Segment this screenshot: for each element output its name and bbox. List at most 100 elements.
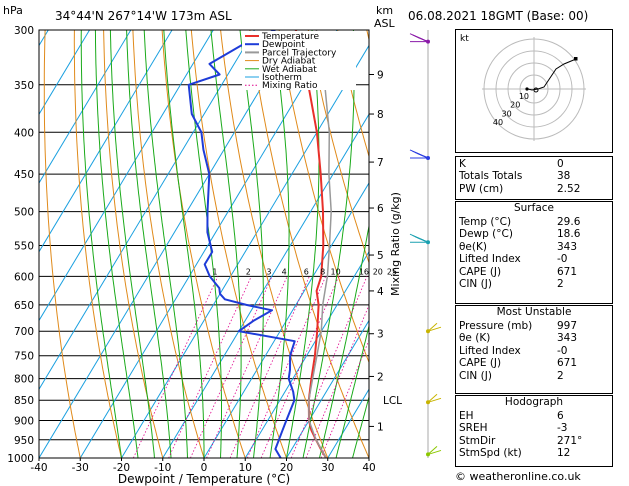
- x-tick-label: 0: [201, 462, 208, 474]
- hodograph-storm-motion: [533, 87, 539, 93]
- x-tick-label: -20: [113, 462, 130, 474]
- plot-frame: [38, 29, 370, 459]
- hodograph-panel: 10 20 30 40 kt: [455, 29, 613, 153]
- datetime-title: 06.08.2021 18GMT (Base: 00): [408, 9, 588, 23]
- wet-adiabat-line: [319, 223, 369, 458]
- pressure-tick-label: 400: [14, 127, 34, 139]
- hodograph-ring-label: 40: [493, 118, 503, 127]
- row-label: EH: [459, 410, 474, 422]
- x-tick-label: -40: [30, 462, 47, 474]
- mixing-ratio-line: [260, 276, 339, 458]
- row-label: Pressure (mb): [459, 320, 533, 332]
- row-value: 0: [557, 158, 564, 170]
- hodograph-title: Hodograph: [504, 396, 564, 408]
- dry-adiabat-line: [307, 30, 369, 265]
- km-tick-label: 2: [377, 371, 384, 383]
- series-dewpoint: [187, 30, 296, 458]
- row-label: Dewp (°C): [459, 228, 513, 241]
- dry-adiabat-line: [43, 30, 81, 458]
- hodograph-kt-label: kt: [460, 34, 469, 44]
- wet-adiabat-line: [269, 30, 290, 458]
- row-value: 671: [557, 357, 578, 370]
- pressure-tick-label: 350: [14, 80, 34, 92]
- mixing-ratio-label: 16: [359, 267, 369, 276]
- table-row: CAPE (J) 671: [456, 266, 612, 278]
- mixing-ratio-line: [246, 276, 327, 458]
- hodograph-ring-label: 10: [519, 92, 529, 101]
- isotherm-line: [39, 30, 173, 253]
- hodograph-end-marker: [574, 57, 578, 61]
- x-tick-label: 40: [362, 462, 375, 474]
- indices-panel: K 0 Totals Totals 38 PW (cm) 2.52: [455, 156, 613, 200]
- surface-title: Surface: [513, 202, 554, 214]
- wind-barb-shaft: [427, 322, 438, 332]
- isotherm-line: [39, 30, 297, 458]
- most-unstable-table: Pressure (mb) 997 θe (K) 343 Lifted Index -0 C…: [456, 320, 612, 383]
- row-label: Lifted Index: [459, 253, 521, 266]
- pressure-tick-label: 600: [14, 271, 34, 283]
- surface-table: Temp (°C) 29.6 Dewp (°C) 18.6 θe(K) 343 Lifted…: [456, 216, 612, 291]
- hodograph-point: [525, 87, 529, 91]
- row-label: Totals Totals: [459, 170, 523, 183]
- wet-adiabat-line: [163, 30, 205, 458]
- wet-adiabat-line: [239, 30, 264, 458]
- x-tick-label: 30: [321, 462, 334, 474]
- mixing-ratio-label: 10: [331, 267, 341, 276]
- km-tick-label: 3: [377, 329, 384, 341]
- chart-axes: 3003504004505005506006507007508008509009…: [7, 25, 402, 474]
- mixing-ratio-label: 8: [320, 267, 325, 276]
- row-value: 343: [557, 332, 578, 345]
- row-label: StmDir: [459, 434, 496, 447]
- row-value: 18.6: [557, 228, 581, 241]
- lcl-label: LCL: [383, 395, 402, 407]
- isotherm-line: [121, 44, 369, 458]
- mixing-ratio-line: [320, 339, 369, 458]
- km-label: km: [376, 4, 393, 17]
- mixing-ratio-line: [229, 276, 310, 458]
- dry-adiabat-line: [103, 30, 164, 458]
- isotherm-line: [162, 113, 369, 458]
- dry-adiabat-line: [161, 30, 246, 458]
- pressure-tick-label: 300: [14, 25, 34, 37]
- dry-adiabat-line: [249, 30, 369, 458]
- wet-adiabat-line: [126, 30, 172, 458]
- table-row: Dewp (°C) 18.6: [456, 228, 612, 240]
- legend-item: Temperature: [261, 32, 319, 42]
- mixing-ratio-line: [206, 276, 288, 458]
- row-label: CAPE (J): [459, 357, 502, 370]
- legend-item: Wet Adiabat: [262, 65, 317, 75]
- series-temperature: [294, 30, 327, 458]
- x-tick-label: -10: [154, 462, 171, 474]
- wind-barb-feather: [417, 36, 429, 43]
- mixing-ratio-line: [190, 276, 273, 458]
- row-label: CAPE (J): [459, 265, 502, 278]
- row-label: CIN (J): [459, 369, 492, 382]
- table-row: CIN (J) 2: [456, 278, 612, 290]
- row-value: 343: [557, 240, 578, 253]
- row-value: -0: [557, 344, 568, 357]
- units-label: hPa: [3, 4, 23, 17]
- row-value: 271°: [557, 434, 583, 447]
- hodograph-ring-label: 20: [510, 101, 520, 110]
- mixing-ratio-label: 1: [212, 267, 217, 276]
- table-row: Temp (°C) 29.6: [456, 216, 612, 228]
- wind-barbs: [409, 30, 442, 458]
- legend-item: Isotherm: [262, 73, 302, 83]
- isotherm-line: [39, 30, 132, 184]
- pressure-tick-label: 700: [14, 326, 34, 338]
- pressure-tick-label: 1000: [7, 453, 34, 465]
- isotherm-line: [203, 182, 369, 458]
- pressure-tick-label: 550: [14, 240, 34, 252]
- row-label: Lifted Index: [459, 344, 521, 357]
- mixing-ratio-line: [290, 276, 368, 458]
- pressure-tick-label: 850: [14, 395, 34, 407]
- x-tick-label: 20: [280, 462, 293, 474]
- legend-item: Dry Adiabat: [262, 57, 316, 67]
- series-parcel-trajectory: [308, 30, 332, 458]
- wet-adiabat-line: [94, 30, 139, 458]
- dry-adiabat-line: [220, 30, 329, 458]
- wind-barb-feather: [417, 237, 429, 243]
- surface-panel: Surface Temp (°C) 29.6 Dewp (°C) 18.6 θe(K) 3…: [455, 201, 613, 304]
